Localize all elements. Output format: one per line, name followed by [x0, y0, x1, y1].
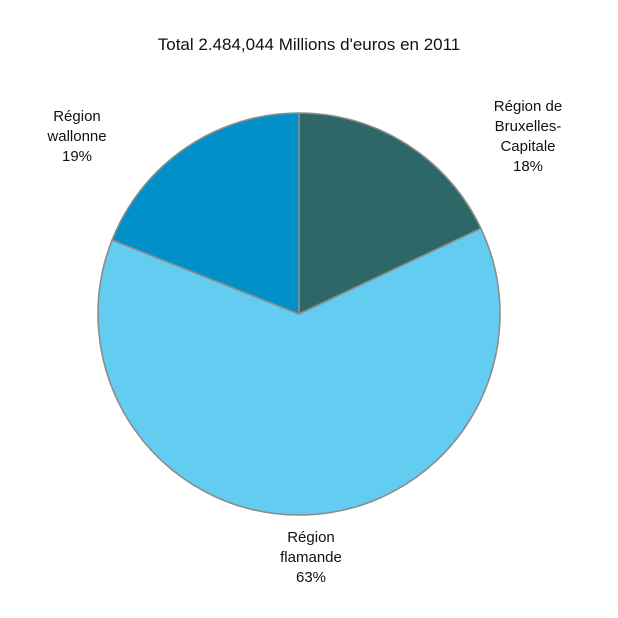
- slice-value-label: 19%: [62, 148, 92, 165]
- slice-label-line: Région: [53, 108, 101, 125]
- slice-value-label: 18%: [513, 158, 543, 175]
- pie-labels: Région de Bruxelles- Capitale 18% Région flam…: [46, 98, 562, 586]
- pie-slice-2: [111, 112, 300, 316]
- slice-label-line: Bruxelles-: [495, 118, 562, 135]
- pie-slice-0: [298, 112, 482, 316]
- slice-label-line: flamande: [280, 549, 342, 566]
- pie-slice-1: [97, 227, 501, 516]
- slice-value-label: 63%: [296, 569, 326, 586]
- slice-label-2: Région wallonne 19%: [46, 108, 106, 165]
- slice-label-line: Région: [287, 529, 335, 546]
- slice-label-1: Région flamande 63%: [280, 529, 342, 586]
- pie-slices: [97, 112, 501, 516]
- slice-label-line: Région de: [494, 98, 562, 115]
- slice-label-line: Capitale: [500, 138, 555, 155]
- chart-title: Total 2.484,044 Millions d'euros en 2011: [158, 35, 461, 54]
- slice-label-0: Région de Bruxelles- Capitale 18%: [494, 98, 562, 175]
- slice-label-line: wallonne: [46, 128, 106, 145]
